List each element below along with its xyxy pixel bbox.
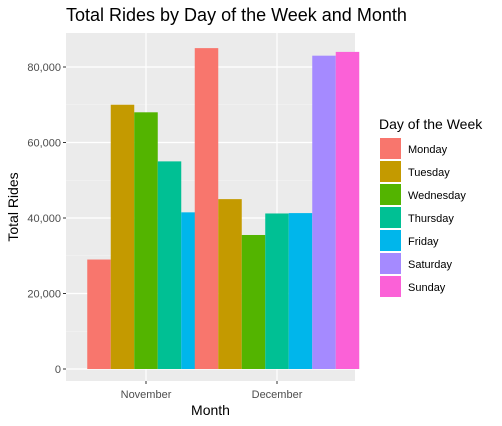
- legend-swatch-tuesday: [380, 161, 401, 182]
- legend-swatch-friday: [380, 230, 401, 251]
- bar-sunday-december: [335, 51, 360, 370]
- x-axis: November December: [121, 381, 303, 401]
- legend-label: Tuesday: [408, 167, 450, 179]
- bar-wednesday-december: [241, 234, 266, 369]
- legend-title: Day of the Week: [379, 116, 483, 132]
- bar-tuesday-december: [218, 199, 242, 369]
- legend-label: Sunday: [408, 282, 446, 294]
- y-tick-label: 40,000: [27, 213, 61, 225]
- legend-label: Wednesday: [408, 190, 466, 202]
- legend-swatch-wednesday: [380, 184, 401, 205]
- bar-monday-december: [194, 48, 219, 369]
- legend-label: Saturday: [408, 259, 453, 271]
- legend-label: Monday: [408, 144, 448, 156]
- bar-thursday-november: [157, 161, 182, 369]
- y-axis: 0 20,000 40,000 60,000 80,000: [27, 62, 66, 376]
- bar-saturday-december: [312, 55, 336, 370]
- x-tick-label: November: [121, 389, 172, 401]
- chart-title: Total Rides by Day of the Week and Month: [66, 5, 407, 25]
- x-axis-title: Month: [191, 402, 230, 418]
- legend-label: Thursday: [408, 213, 454, 225]
- bar-thursday-december: [265, 213, 289, 369]
- y-axis-title: Total Rides: [5, 172, 21, 241]
- y-tick-label: 20,000: [27, 289, 61, 301]
- legend-swatch-saturday: [380, 253, 401, 274]
- y-tick-label: 80,000: [27, 62, 61, 74]
- legend-swatch-thursday: [380, 207, 401, 228]
- x-tick-label: December: [252, 389, 303, 401]
- y-tick-label: 60,000: [27, 138, 61, 150]
- bar-wednesday-november: [134, 112, 158, 370]
- legend-swatch-sunday: [380, 276, 401, 297]
- bar-monday-november: [87, 259, 111, 369]
- y-tick-label: 0: [55, 364, 61, 376]
- bars: [87, 48, 360, 370]
- bar-tuesday-november: [110, 104, 135, 369]
- legend: Day of the Week Monday Tuesday Wednesday Th…: [379, 116, 483, 297]
- legend-swatch-monday: [380, 138, 401, 159]
- bar-friday-december: [288, 213, 313, 369]
- legend-label: Friday: [408, 236, 439, 248]
